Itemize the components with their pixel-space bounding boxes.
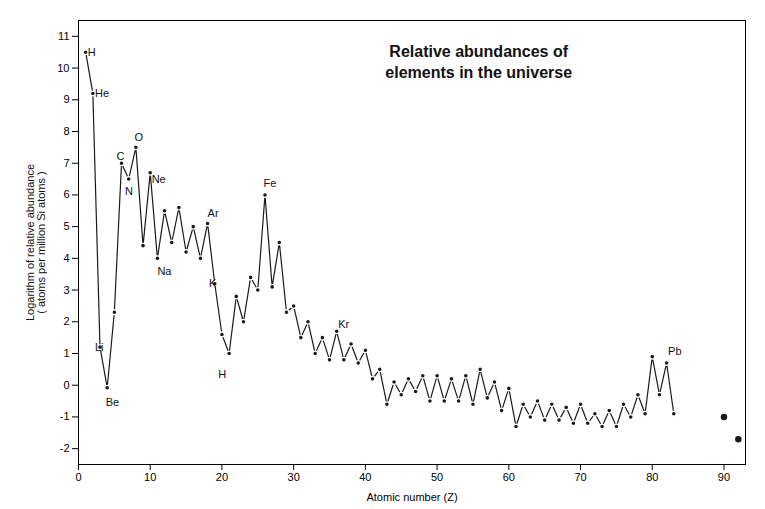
svg-text:H: H (88, 46, 96, 58)
svg-text:C: C (117, 150, 125, 162)
svg-text:Ar: Ar (208, 207, 219, 219)
svg-text:3: 3 (63, 284, 69, 296)
svg-text:90: 90 (718, 471, 730, 483)
svg-text:60: 60 (503, 471, 515, 483)
svg-text:80: 80 (646, 471, 658, 483)
svg-text:Atomic number (Z): Atomic number (Z) (366, 491, 457, 503)
svg-text:0: 0 (75, 471, 81, 483)
svg-text:70: 70 (574, 471, 586, 483)
svg-text:40: 40 (359, 471, 371, 483)
svg-text:-1: -1 (60, 410, 70, 422)
svg-text:He: He (95, 87, 109, 99)
svg-text:-2: -2 (60, 442, 70, 454)
svg-text:10: 10 (144, 471, 156, 483)
svg-text:Ne: Ne (152, 173, 166, 185)
svg-text:6: 6 (63, 188, 69, 200)
svg-text:N: N (125, 185, 133, 197)
svg-text:Fe: Fe (264, 177, 277, 189)
svg-text:50: 50 (431, 471, 443, 483)
svg-text:Kr: Kr (338, 318, 349, 330)
svg-text:20: 20 (216, 471, 228, 483)
svg-text:H: H (218, 368, 226, 380)
svg-text:4: 4 (63, 252, 69, 264)
svg-text:10: 10 (57, 62, 69, 74)
svg-text:11: 11 (58, 30, 69, 42)
svg-text:Na: Na (157, 265, 172, 277)
svg-text:Be: Be (106, 396, 119, 408)
svg-text:Pb: Pb (668, 345, 681, 357)
svg-text:2: 2 (63, 315, 69, 327)
svg-text:30: 30 (288, 471, 300, 483)
svg-text:1: 1 (63, 347, 69, 359)
svg-text:Relative abundances ofelements: Relative abundances ofelements in the un… (385, 43, 572, 81)
svg-text:7: 7 (63, 157, 69, 169)
svg-text:5: 5 (63, 220, 69, 232)
svg-text:K: K (209, 277, 217, 289)
svg-text:O: O (134, 131, 143, 143)
svg-text:9: 9 (63, 93, 69, 105)
svg-text:Logarithm of relative abundanc: Logarithm of relative abundance( atoms p… (24, 164, 47, 321)
svg-text:8: 8 (63, 125, 69, 137)
svg-text:Li: Li (95, 341, 104, 353)
svg-text:0: 0 (63, 379, 69, 391)
